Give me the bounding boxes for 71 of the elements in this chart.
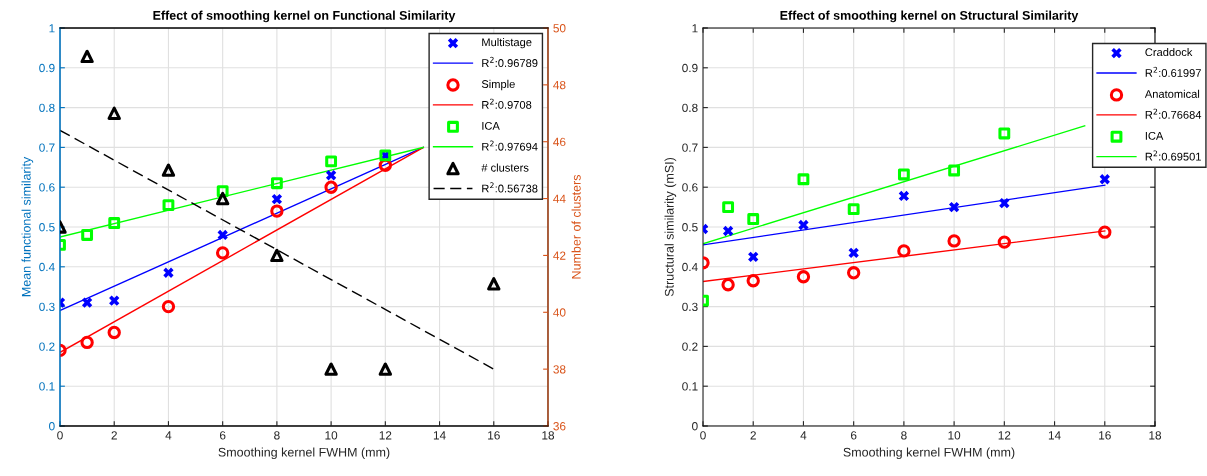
x-tick-label: 8 [274, 431, 280, 440]
y-tick-label: 0.5 [682, 223, 698, 232]
chart-title: Effect of smoothing kernel on Functional Similarity [153, 10, 456, 23]
y2-axis-title: Number of clusters [571, 175, 581, 279]
y-tick-label: 0.9 [682, 63, 698, 73]
x-tick-label: 16 [1099, 431, 1111, 440]
legend-label: ICA [1145, 131, 1164, 140]
x-tick-label: 12 [998, 431, 1011, 440]
x-axis-title: Smoothing kernel FWHM (mm) [218, 447, 390, 460]
y-tick-label: 0.2 [682, 342, 698, 351]
x-tick-label: 4 [800, 431, 807, 440]
legend-label: Multistage [482, 38, 532, 49]
legend-label: R$^{2}$:0.76684 [1145, 108, 1202, 119]
y2-tick-label: 36 [553, 422, 566, 431]
y-tick-label: 0.6 [682, 183, 698, 192]
y-tick-label: 0.7 [682, 143, 698, 152]
x-tick-label: 16 [488, 431, 500, 440]
x-tick-label: 6 [850, 431, 857, 440]
x-tick-label: 2 [111, 431, 117, 440]
y-tick-label: 0.2 [39, 342, 55, 351]
x-tick-label: 8 [901, 431, 907, 440]
y2-tick-label: 40 [553, 308, 566, 317]
y-tick-label: 0 [692, 422, 698, 431]
y-tick-label: 0.6 [39, 183, 55, 192]
y-axis-title: Mean functional similarity [21, 156, 34, 297]
x-tick-label: 4 [165, 431, 172, 440]
y-tick-label: 0.1 [39, 382, 55, 391]
y-tick-label: 0.7 [39, 143, 55, 152]
legend-label: Craddock [1145, 47, 1193, 57]
y-tick-label: 0 [49, 422, 55, 431]
x-tick-label: 0 [57, 431, 63, 440]
x-tick-label: 0 [700, 431, 706, 440]
legend-label: R$^{2}$:0.9708 [482, 98, 532, 109]
y-tick-label: 1 [49, 24, 55, 33]
chart-title: Effect of smoothing kernel on Structural Similarity [780, 10, 1079, 23]
y2-tick-label: 46 [553, 137, 566, 147]
legend-label: Simple [481, 79, 515, 91]
y-tick-label: 0.3 [39, 302, 55, 311]
y-tick-label: 0.4 [682, 262, 698, 272]
x-tick-label: 6 [219, 431, 226, 440]
y-tick-label: 0.9 [39, 63, 55, 73]
x-axis-title: Smoothing kernel FWHM (mm) [843, 447, 1015, 460]
legend-label: R$^{2}$:0.69501 [1145, 150, 1201, 161]
y-tick-label: 1 [692, 24, 698, 33]
legend-label: R$^{2}$:0.61997 [1145, 66, 1201, 77]
y-axis-title: Structural similarity (mSI) [664, 157, 677, 297]
y-tick-label: 0.3 [682, 302, 698, 311]
legend-label: # clusters [481, 163, 529, 172]
x-tick-label: 10 [948, 431, 961, 440]
legend-label: R$^{2}$:0.56738 [482, 182, 538, 193]
x-tick-label: 18 [1149, 431, 1162, 440]
x-tick-label: 2 [750, 431, 756, 440]
y-tick-label: 0.1 [682, 382, 698, 391]
y2-tick-label: 48 [553, 80, 566, 90]
x-tick-label: 14 [433, 431, 446, 440]
y-tick-label: 0.8 [39, 103, 55, 112]
x-tick-label: 14 [1048, 431, 1061, 440]
y-tick-label: 0.5 [39, 223, 55, 232]
x-tick-label: 18 [542, 431, 555, 440]
legend-label: Anatomical [1144, 89, 1200, 98]
y2-tick-label: 42 [553, 251, 566, 260]
x-tick-label: 12 [379, 431, 392, 440]
legend-label: R$^{2}$:0.97694 [482, 140, 538, 151]
y-tick-label: 0.4 [39, 262, 55, 272]
legend-label: R$^{2}$:0.96789 [482, 56, 538, 67]
y2-tick-label: 44 [553, 194, 566, 203]
y2-tick-label: 50 [553, 24, 566, 33]
y-tick-label: 0.8 [682, 103, 698, 112]
x-tick-label: 10 [325, 431, 338, 440]
y2-tick-label: 38 [553, 365, 566, 374]
legend-label: ICA [482, 121, 500, 130]
